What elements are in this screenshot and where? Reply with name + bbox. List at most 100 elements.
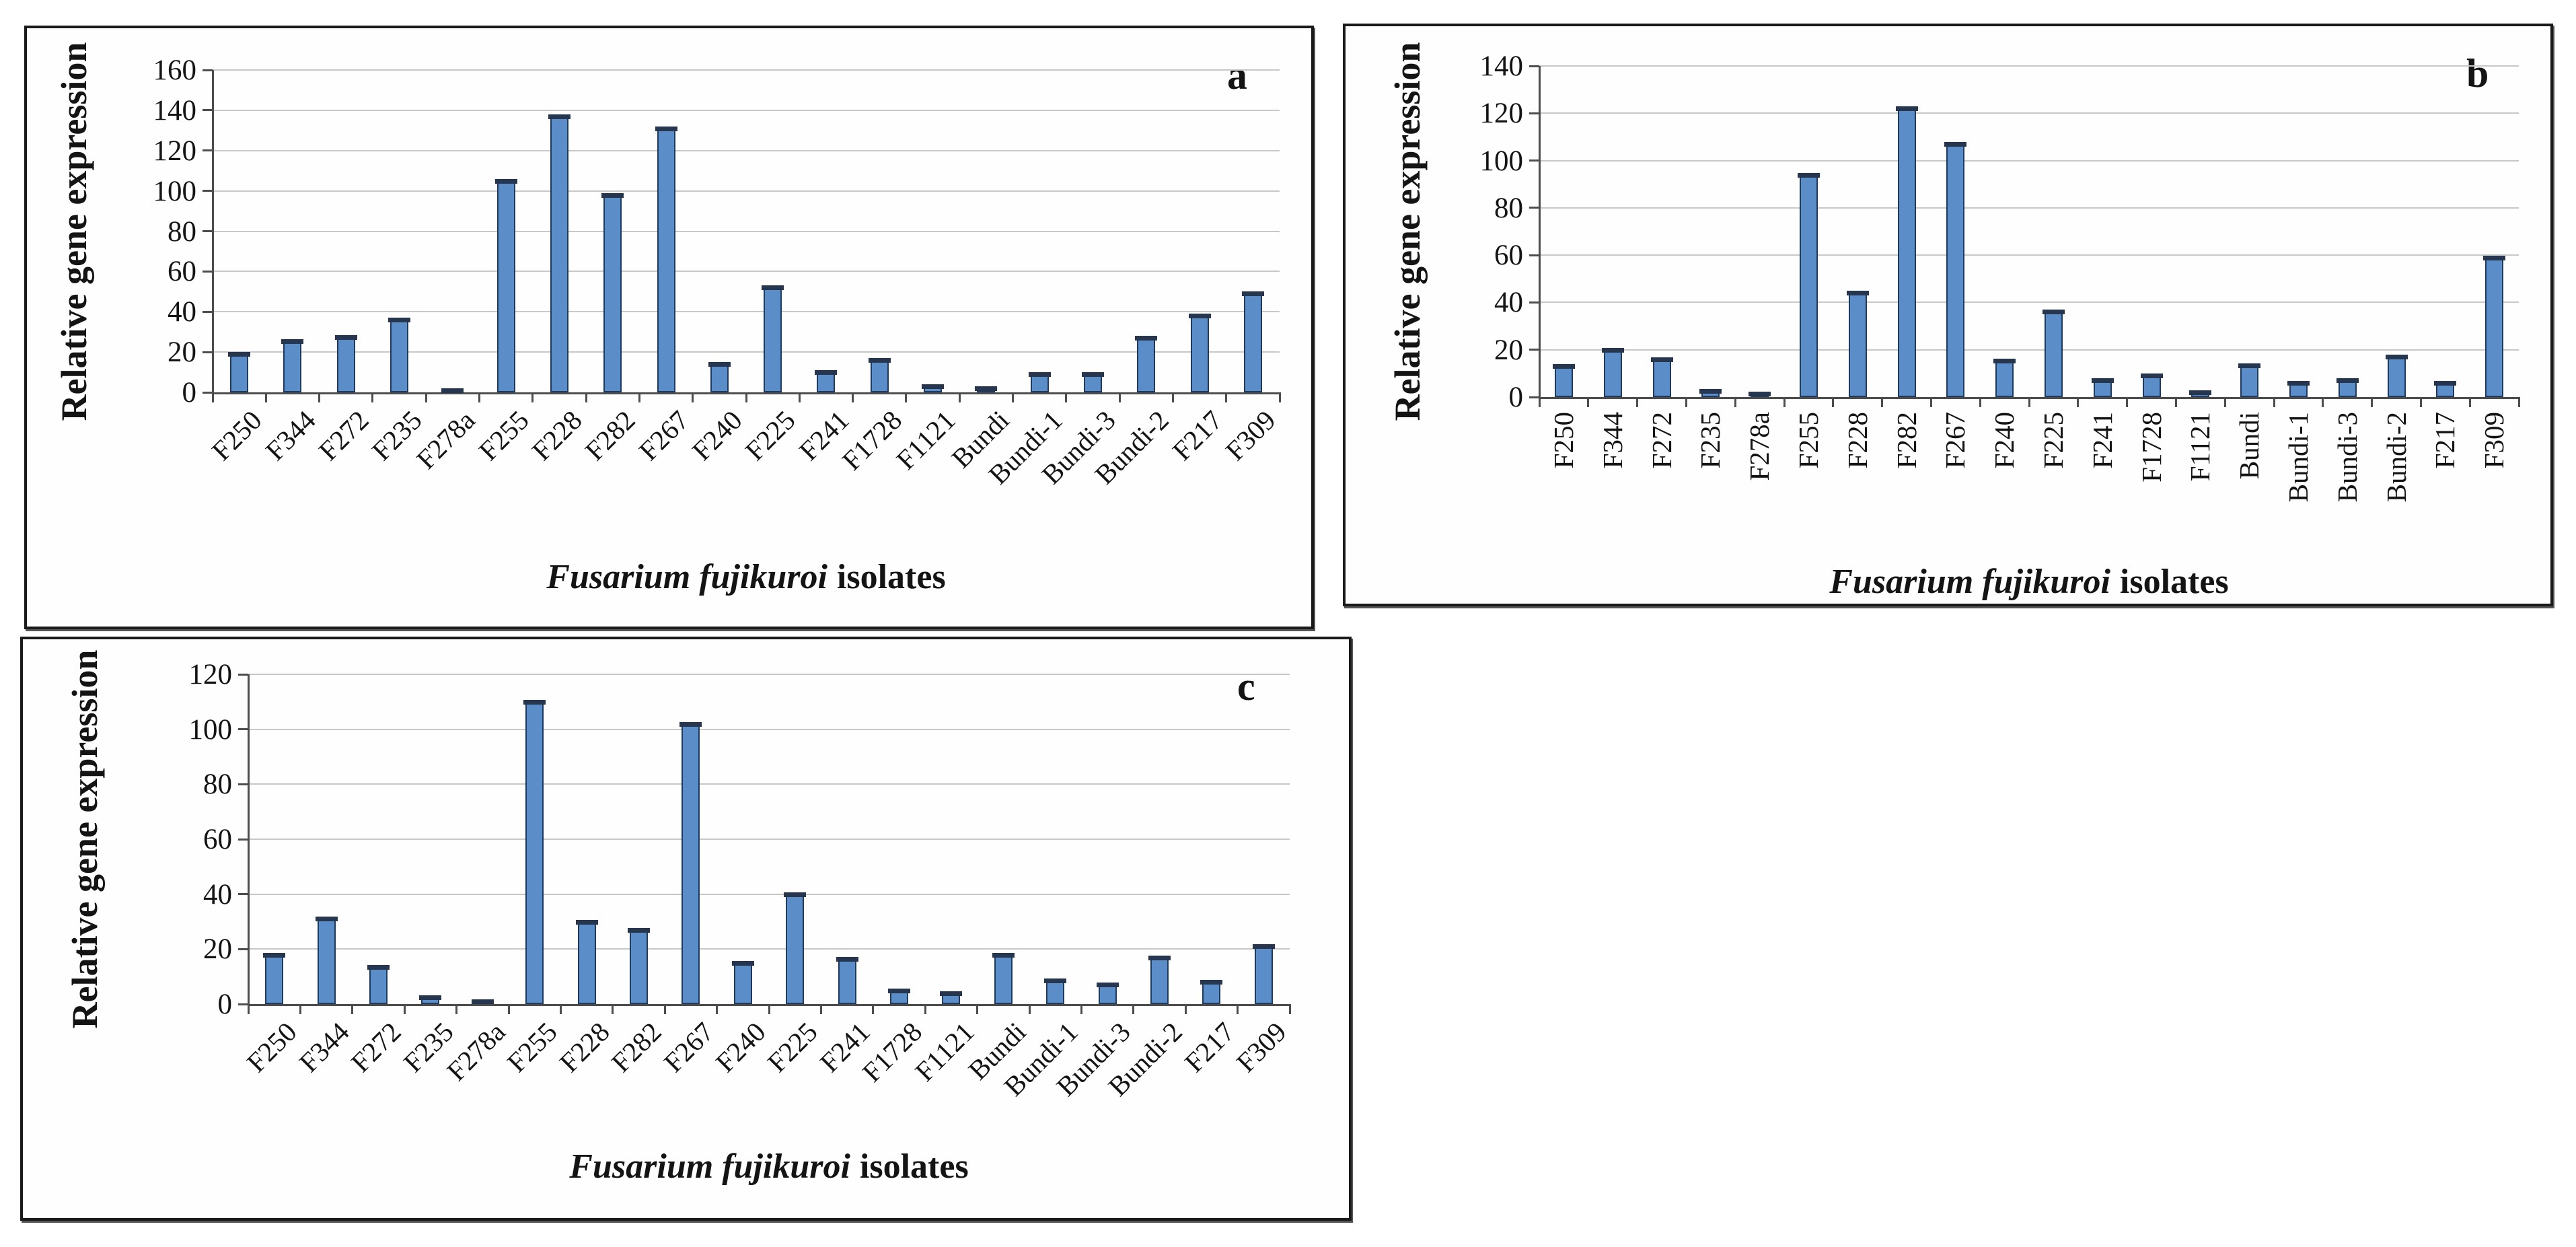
x-axis-tick xyxy=(1065,392,1068,402)
error-bar-cap xyxy=(888,988,910,993)
x-tick-label-text: F309 xyxy=(1230,1016,1292,1079)
y-axis-tick xyxy=(203,230,213,232)
gridline xyxy=(1539,159,2519,162)
x-axis-title: Fusarium fujikuroi isolates xyxy=(248,1147,1290,1186)
y-axis-tick xyxy=(238,728,248,731)
x-axis-tick xyxy=(1225,392,1228,402)
error-bar-cap xyxy=(1552,364,1575,369)
x-tick-label: Bundi-3 xyxy=(2332,412,2363,502)
y-axis-tick xyxy=(238,838,248,841)
y-axis-line xyxy=(211,70,214,394)
x-tick-label-text: F278a xyxy=(1744,412,1775,481)
x-tick-label-text: F309 xyxy=(1219,404,1282,467)
error-bar-cap xyxy=(1699,389,1722,394)
error-bar-cap xyxy=(228,352,251,357)
bar-F267 xyxy=(682,723,700,1004)
x-axis-tick xyxy=(1685,397,1687,407)
error-bar-cap xyxy=(494,178,517,184)
y-tick-label: 80 xyxy=(1494,192,1523,224)
bar-F1728 xyxy=(870,360,889,392)
x-tick-label-text: F240 xyxy=(686,404,748,467)
y-axis-line xyxy=(247,674,250,1006)
x-tick-label: Bundi xyxy=(2234,412,2265,479)
error-bar-cap xyxy=(1200,980,1223,985)
y-tick-label: 80 xyxy=(168,215,196,248)
bar-F240 xyxy=(733,962,752,1004)
x-axis-title: Fusarium fujikuroi isolates xyxy=(213,557,1280,597)
x-axis-tick xyxy=(2028,397,2030,407)
bar-F235 xyxy=(390,320,409,392)
y-tick-label: 60 xyxy=(203,824,232,855)
x-tick-label: F240 xyxy=(1989,412,2020,468)
error-bar-cap xyxy=(2483,255,2506,260)
y-tick-label: 80 xyxy=(203,769,232,801)
error-bar-cap xyxy=(419,995,442,1000)
bar-F228 xyxy=(550,116,568,392)
x-axis-tick xyxy=(318,392,321,402)
y-tick-label: 100 xyxy=(1479,145,1524,177)
error-bar-cap xyxy=(1846,291,1869,296)
x-tick-label-text: F344 xyxy=(293,1016,355,1079)
y-tick-label: 40 xyxy=(203,878,232,911)
x-axis-tick xyxy=(2174,397,2177,407)
x-tick-label-text: F272 xyxy=(312,404,375,467)
x-axis-tick xyxy=(905,392,908,402)
x-axis-tick xyxy=(1832,397,1835,407)
x-tick-label: F225 xyxy=(2038,412,2069,468)
error-bar-cap xyxy=(1797,172,1820,178)
x-tick-label-text: F267 xyxy=(632,404,695,467)
x-axis-tick xyxy=(425,392,427,402)
error-bar-cap xyxy=(441,388,464,393)
y-axis-tick xyxy=(238,673,248,676)
y-tick-label: 40 xyxy=(1494,287,1523,319)
x-tick-label-text: F272 xyxy=(344,1016,407,1079)
x-axis-title: Fusarium fujikuroi isolates xyxy=(1539,562,2519,602)
error-bar-cap xyxy=(992,952,1015,958)
x-tick-label: F217 xyxy=(2429,412,2460,468)
error-bar-cap xyxy=(2189,390,2212,395)
gridline xyxy=(1539,207,2519,209)
x-tick-label: F235 xyxy=(1695,412,1726,468)
gridline xyxy=(213,351,1280,353)
gridline xyxy=(213,190,1280,192)
x-tick-label-text: F278a xyxy=(410,404,482,475)
x-axis-tick xyxy=(798,392,801,402)
bar-F240 xyxy=(710,364,729,392)
y-axis-tick xyxy=(1529,207,1539,209)
x-axis-tick xyxy=(716,1004,719,1014)
y-tick-label: 140 xyxy=(1479,50,1524,82)
x-axis-title-rest: isolates xyxy=(859,1147,969,1186)
y-tick-label: 60 xyxy=(1494,240,1523,272)
bar-Bundi-1 xyxy=(1046,981,1065,1004)
x-axis-tick xyxy=(455,1004,458,1014)
x-axis-tick xyxy=(924,1004,926,1014)
gridline xyxy=(1539,112,2519,114)
gridline xyxy=(213,109,1280,111)
error-bar-cap xyxy=(1148,955,1171,960)
error-bar-cap xyxy=(975,386,998,391)
bar-F255 xyxy=(525,701,544,1004)
x-axis-tick xyxy=(2273,397,2275,407)
y-axis-tick xyxy=(1529,112,1539,114)
gridline xyxy=(213,69,1280,71)
y-axis-tick xyxy=(1529,301,1539,304)
x-axis-tick xyxy=(531,392,534,402)
error-bar-cap xyxy=(2042,310,2065,315)
gridline xyxy=(248,674,1290,675)
x-tick-label-text: F241 xyxy=(2086,412,2118,469)
error-bar-cap xyxy=(263,952,286,958)
x-axis-tick xyxy=(211,392,214,402)
bar-F267 xyxy=(1946,143,1965,397)
error-bar-cap xyxy=(601,192,624,198)
bar-F250 xyxy=(265,954,284,1004)
x-axis-tick xyxy=(958,392,961,402)
x-tick-label: F267 xyxy=(1940,412,1971,468)
x-tick-label-text: F1728 xyxy=(856,1016,928,1088)
panel-c-bar-chart: Relative gene expression Fusarium fujiku… xyxy=(20,637,1352,1221)
x-tick-label-text: F1121 xyxy=(890,404,961,476)
bar-F282 xyxy=(630,929,648,1004)
x-axis-tick xyxy=(819,1004,822,1014)
x-tick-label: F1728 xyxy=(2136,412,2167,483)
gridline xyxy=(1539,349,2519,351)
